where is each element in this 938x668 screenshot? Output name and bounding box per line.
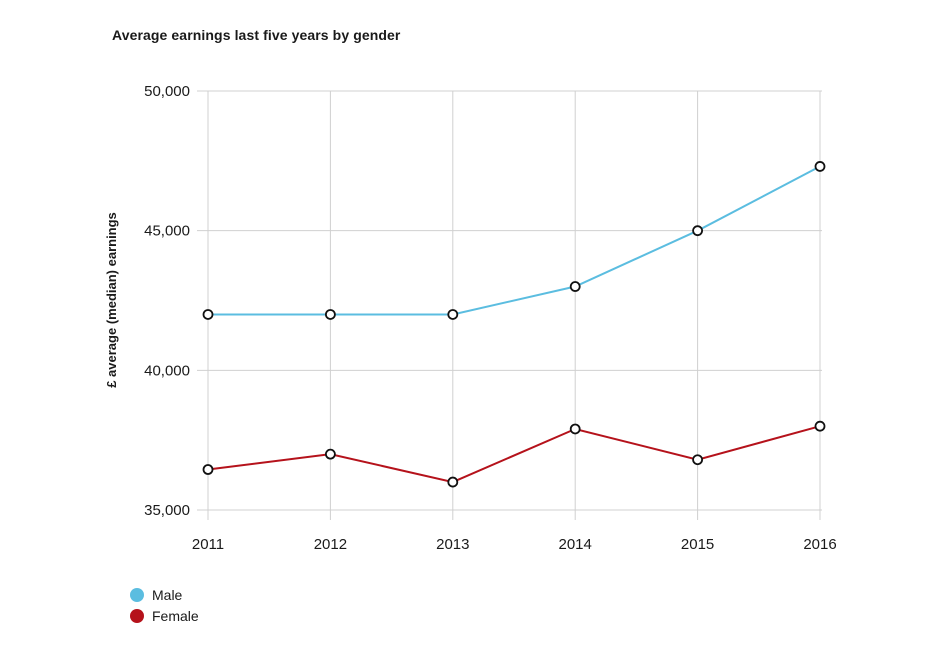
x-axis-ticks: 2011 2012 2013 2014 2015 2016 — [192, 536, 837, 553]
x-tick-label: 2012 — [314, 536, 347, 553]
y-tick-label: 45,000 — [144, 223, 190, 240]
x-tick-label: 2014 — [559, 536, 592, 553]
data-point-male — [814, 161, 826, 172]
legend-item-female: Female — [130, 605, 199, 626]
data-point-female — [569, 423, 581, 435]
series-group — [202, 161, 826, 488]
data-point-male — [569, 281, 581, 292]
data-point-male — [202, 309, 214, 320]
data-point-male — [324, 309, 336, 320]
y-tick-label: 40,000 — [144, 362, 190, 379]
data-point-female — [692, 454, 703, 466]
x-tick-label: 2016 — [803, 536, 836, 553]
y-axis-label: £ average (median) earnings — [104, 212, 119, 388]
x-tick-label: 2015 — [681, 536, 714, 553]
series-line-female — [207, 425, 821, 484]
legend-label-female: Female — [152, 607, 199, 624]
legend-marker-female — [130, 608, 144, 623]
y-tick-label: 50,000 — [144, 83, 190, 100]
legend-marker-male — [130, 587, 144, 602]
data-point-female — [447, 476, 459, 488]
legend-item-male: Male — [130, 584, 199, 605]
legend-label-male: Male — [152, 586, 183, 603]
data-point-female — [202, 464, 214, 475]
data-point-male — [692, 225, 703, 237]
series-line-male — [208, 165, 821, 316]
chart-title: Average earnings last five years by gend… — [112, 27, 401, 43]
legend: Male Female — [130, 584, 199, 626]
y-axis-ticks: 35,000 40,000 45,000 50,000 — [144, 83, 190, 519]
y-tick-label: 35,000 — [144, 502, 190, 519]
data-point-female — [814, 420, 826, 432]
x-tick-label: 2013 — [436, 536, 469, 553]
x-tick-label: 2011 — [192, 536, 224, 553]
data-point-female — [324, 448, 336, 460]
data-point-male — [447, 309, 459, 320]
grid — [197, 90, 822, 520]
